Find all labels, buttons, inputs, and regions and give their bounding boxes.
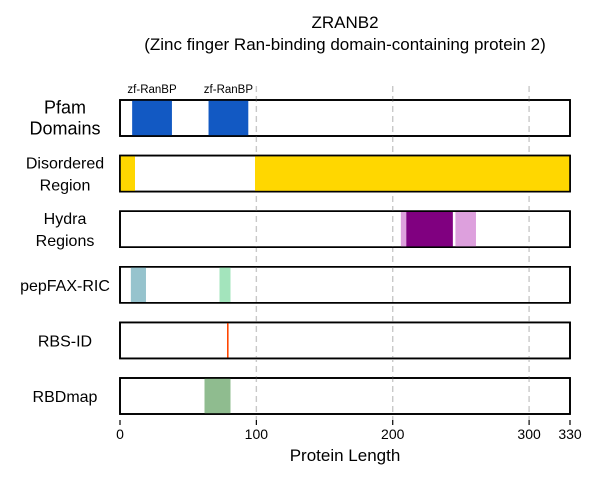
track-segment-overlay (400, 211, 407, 248)
track-label: Disordered Region (26, 156, 104, 195)
track-background (120, 266, 570, 303)
track-background (120, 322, 570, 359)
track-segment-overlay (130, 266, 146, 303)
track-label: RBDmap (33, 389, 98, 406)
x-axis-label: Protein Length (290, 446, 401, 465)
track-label: pepFAX-RIC (20, 278, 110, 295)
track-3: pepFAX-RIC (20, 265, 571, 304)
track-label-line: Domains (29, 119, 100, 139)
track-label-line: RBS-ID (38, 333, 92, 350)
track-segment-overlay (120, 155, 135, 192)
track-segment-overlay (219, 266, 231, 303)
track-segment-overlay (132, 100, 172, 136)
x-tick-label: 200 (381, 426, 405, 442)
track-segment-overlay (255, 155, 570, 192)
x-tick-label: 100 (245, 426, 269, 442)
tracks: zf-RanBP zf-RanBP Pfam Domains Disordered Reg… (20, 84, 571, 415)
track-border-overlay (119, 154, 571, 193)
x-tick-label: 330 (558, 426, 582, 442)
chart-title-group: ZRANB2 (Zinc finger Ran-binding domain-c… (144, 13, 546, 54)
track-segment-overlay (406, 211, 453, 248)
track-background (120, 100, 570, 136)
track-segment-overlay (227, 322, 229, 359)
chart-title: ZRANB2 (311, 13, 378, 32)
track-border-overlay (119, 210, 571, 248)
track-segment-overlay (208, 100, 249, 136)
track-5: RBDmap (33, 377, 571, 415)
track-background (120, 378, 570, 414)
track-label-line: Regions (36, 233, 95, 250)
track-label-line: Hydra (44, 211, 87, 228)
domain-label: zf-RanBP (127, 84, 177, 96)
track-label-line: RBDmap (33, 389, 98, 406)
track-label-line: Region (40, 178, 91, 195)
track-4: RBS-ID (38, 321, 571, 360)
chart-subtitle: (Zinc finger Ran-binding domain-containi… (144, 35, 546, 54)
track-label-line: Pfam (44, 98, 86, 118)
track-label-line: pepFAX-RIC (20, 278, 110, 295)
x-axis: 0 100 200 300 330 (116, 420, 582, 442)
track-background (120, 211, 570, 248)
track-0: zf-RanBP zf-RanBP Pfam Domains (29, 84, 571, 139)
track-label-line: Disordered (26, 156, 104, 173)
track-border-overlay (119, 377, 571, 415)
gridlines (255, 86, 530, 420)
track-segment-overlay (204, 378, 231, 414)
track-2: Hydra Regions (36, 210, 571, 250)
track-segment-overlay (455, 211, 476, 248)
track-border-overlay (119, 321, 571, 360)
domain-label: zf-RanBP (204, 84, 254, 96)
track-label: Hydra Regions (36, 211, 95, 250)
track-label: RBS-ID (38, 333, 92, 350)
x-tick-label: 300 (517, 426, 541, 442)
track-border-overlay (119, 265, 571, 304)
track-label: Pfam Domains (29, 98, 100, 139)
x-tick-label: 0 (116, 426, 124, 442)
track-border-overlay (119, 99, 571, 137)
